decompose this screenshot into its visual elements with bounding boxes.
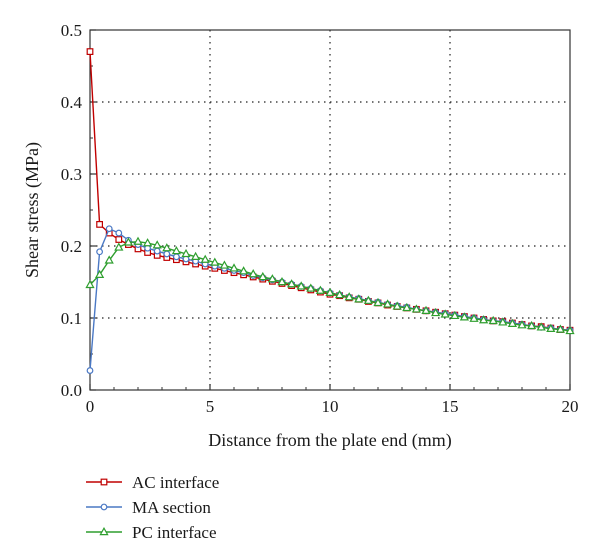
data-point	[163, 250, 171, 258]
data-point	[248, 269, 258, 278]
axis-ticks: 0 5 10 15 20 0.0 0.1 0.2 0.3 0.4 0.5	[61, 21, 579, 416]
data-point	[392, 301, 402, 310]
data-point	[277, 276, 287, 286]
legend-swatch-marker	[100, 478, 108, 486]
data-point	[86, 48, 94, 55]
data-point	[105, 225, 113, 233]
data-point	[115, 229, 123, 237]
data-point	[565, 325, 575, 335]
data-point	[498, 317, 508, 326]
legend: AC interface MA section PC interface	[86, 473, 219, 542]
x-axis-title: Distance from the plate end (mm)	[208, 430, 451, 451]
data-point	[402, 302, 412, 312]
legend-item: AC interface	[86, 473, 219, 492]
grid-lines	[90, 30, 570, 390]
legend-swatch-marker	[99, 526, 109, 536]
x-tick-label: 10	[322, 397, 339, 416]
data-point	[546, 323, 556, 332]
data-point	[555, 324, 566, 333]
data-point	[517, 320, 527, 329]
x-tick-label: 5	[206, 397, 215, 416]
data-point	[430, 307, 441, 317]
data-point	[238, 266, 249, 275]
data-point	[373, 297, 383, 307]
data-point	[315, 285, 326, 294]
data-point	[267, 274, 278, 283]
data-point	[190, 251, 201, 260]
data-point	[507, 318, 518, 327]
data-point	[459, 312, 470, 321]
data-point	[133, 236, 143, 245]
data-point	[200, 254, 210, 263]
data-point	[354, 294, 364, 303]
data-point	[142, 238, 153, 247]
data-point	[229, 263, 239, 272]
data-point	[162, 243, 172, 252]
legend-label: MA section	[132, 498, 211, 517]
data-point	[296, 281, 306, 290]
data-point	[325, 287, 335, 296]
y-axis-title: Shear stress (MPa)	[22, 142, 43, 278]
data-point	[219, 260, 230, 269]
y-tick-label: 0.0	[61, 381, 82, 400]
data-point	[450, 310, 460, 320]
x-tick-label: 0	[86, 397, 95, 416]
data-point	[114, 242, 124, 251]
data-point	[153, 247, 161, 255]
series-layer	[85, 48, 575, 374]
data-point	[536, 322, 546, 331]
data-point	[96, 221, 104, 228]
x-tick-label: 15	[442, 397, 459, 416]
data-point	[488, 315, 498, 325]
data-point	[306, 283, 316, 292]
data-point	[411, 304, 422, 313]
data-point	[344, 292, 354, 301]
y-tick-label: 0.5	[61, 21, 82, 40]
data-point	[171, 246, 182, 255]
y-tick-label: 0.2	[61, 237, 82, 256]
series-pc-interface	[85, 236, 575, 335]
data-point	[334, 289, 345, 299]
data-point	[421, 305, 431, 314]
data-point	[478, 315, 489, 324]
data-point	[152, 240, 162, 249]
y-tick-label: 0.1	[61, 309, 82, 328]
data-point	[382, 299, 393, 308]
data-point	[94, 269, 105, 278]
legend-item: PC interface	[86, 523, 217, 542]
data-point	[363, 295, 374, 304]
data-point	[440, 309, 450, 318]
data-point	[172, 253, 180, 261]
legend-swatch-marker	[100, 503, 108, 511]
data-point	[104, 255, 114, 264]
data-point	[286, 279, 297, 288]
data-point	[86, 367, 94, 374]
data-point	[123, 237, 134, 246]
data-point	[210, 257, 220, 266]
legend-label: AC interface	[132, 473, 219, 492]
data-point	[469, 313, 479, 322]
y-tick-label: 0.3	[61, 165, 82, 184]
legend-item: MA section	[86, 498, 211, 517]
data-point	[526, 320, 537, 330]
data-point	[85, 279, 95, 289]
data-point	[181, 248, 191, 258]
data-point	[96, 248, 103, 256]
x-tick-label: 20	[562, 397, 579, 416]
data-point	[258, 271, 268, 281]
y-tick-label: 0.4	[61, 93, 83, 112]
data-point	[115, 236, 123, 243]
legend-label: PC interface	[132, 523, 217, 542]
